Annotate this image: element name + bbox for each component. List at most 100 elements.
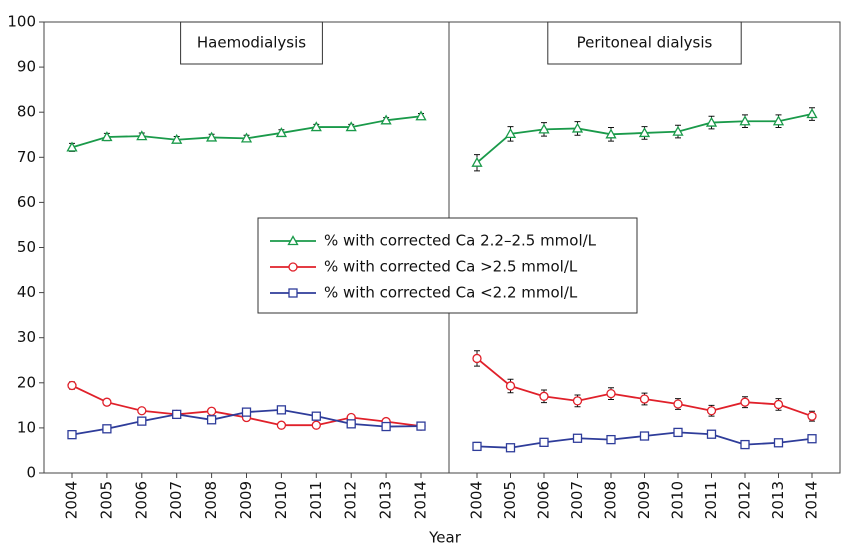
- marker: [472, 353, 482, 364]
- marker: [673, 399, 683, 409]
- y-tick-label: 10: [17, 418, 36, 436]
- marker: [101, 131, 113, 142]
- marker: [346, 419, 356, 429]
- x-tick-label: 2014: [412, 481, 430, 519]
- x-tick-label: 2012: [736, 481, 754, 519]
- x-tick-label: 2007: [167, 481, 185, 519]
- marker: [505, 381, 516, 391]
- marker: [639, 394, 650, 404]
- marker: [605, 128, 617, 139]
- marker: [287, 235, 299, 246]
- marker: [807, 434, 817, 444]
- marker: [345, 121, 357, 132]
- marker: [172, 409, 182, 420]
- marker: [538, 123, 550, 134]
- marker: [572, 433, 583, 443]
- marker: [137, 406, 147, 416]
- marker: [572, 396, 583, 406]
- x-tick-label: 2006: [132, 481, 150, 519]
- panel-title-box: [547, 21, 742, 65]
- x-tick-label: 2005: [97, 481, 115, 519]
- panel-title: Peritoneal dialysis: [577, 34, 713, 52]
- x-tick-label: 2006: [535, 481, 553, 519]
- y-tick-label: 20: [17, 373, 36, 391]
- marker: [206, 415, 217, 425]
- marker: [276, 405, 287, 415]
- marker: [276, 420, 287, 430]
- y-tick-label: 50: [17, 238, 36, 256]
- y-tick-label: 40: [17, 283, 36, 301]
- marker: [275, 127, 288, 138]
- marker: [310, 121, 322, 132]
- y-tick-label: 60: [17, 193, 36, 211]
- marker: [380, 114, 392, 125]
- marker: [102, 397, 112, 407]
- x-tick-label: 2009: [635, 481, 653, 519]
- marker: [773, 399, 784, 410]
- marker: [504, 128, 517, 138]
- marker: [672, 125, 684, 136]
- x-tick-label: 2011: [307, 481, 325, 519]
- x-tick-label: 2014: [803, 481, 821, 519]
- y-tick-label: 80: [17, 103, 36, 121]
- x-tick-label: 2005: [501, 481, 519, 519]
- marker: [67, 380, 77, 391]
- marker: [606, 388, 616, 399]
- marker: [706, 406, 717, 416]
- legend-label: % with corrected Ca 2.2–2.5 mmol/L: [324, 232, 597, 250]
- marker: [311, 420, 321, 430]
- legend-box: [257, 217, 638, 314]
- marker: [206, 406, 217, 416]
- marker: [740, 439, 750, 450]
- legend-label: % with corrected Ca <2.2 mmol/L: [324, 284, 578, 302]
- marker: [740, 397, 750, 407]
- marker: [136, 130, 148, 141]
- x-tick-label: 2008: [602, 481, 620, 519]
- marker: [416, 421, 426, 431]
- y-tick-label: 70: [17, 148, 36, 166]
- marker: [381, 421, 391, 432]
- x-tick-label: 2011: [702, 481, 720, 519]
- marker: [67, 430, 77, 440]
- y-tick-label: 0: [26, 464, 36, 482]
- x-tick-label: 2004: [468, 481, 486, 519]
- marker: [205, 131, 218, 142]
- series-line: [476, 357, 813, 418]
- marker: [639, 431, 650, 441]
- marker: [415, 110, 427, 121]
- marker: [539, 391, 549, 401]
- marker: [241, 407, 252, 417]
- marker: [288, 288, 298, 298]
- marker: [606, 434, 616, 445]
- y-tick-label: 30: [17, 328, 36, 346]
- y-tick-label: 90: [17, 58, 36, 76]
- x-tick-label: 2007: [568, 481, 586, 519]
- marker: [806, 108, 818, 119]
- marker: [706, 429, 717, 439]
- panel-title: Haemodialysis: [197, 34, 306, 52]
- marker: [171, 133, 183, 144]
- marker: [311, 411, 321, 421]
- marker: [571, 122, 584, 133]
- marker: [773, 438, 784, 448]
- marker: [638, 127, 651, 138]
- x-tick-label: 2010: [272, 481, 290, 519]
- x-tick-label: 2013: [377, 481, 395, 519]
- x-tick-label: 2009: [237, 481, 255, 519]
- marker: [288, 262, 298, 272]
- marker: [471, 156, 483, 167]
- marker: [66, 141, 78, 152]
- marker: [539, 437, 549, 447]
- x-tick-label: 2008: [202, 481, 220, 519]
- legend-label: % with corrected Ca >2.5 mmol/L: [324, 258, 578, 276]
- marker: [137, 416, 147, 426]
- marker: [102, 424, 112, 434]
- x-tick-label: 2004: [63, 481, 81, 519]
- x-tick-label: 2012: [342, 481, 360, 519]
- marker: [807, 411, 817, 421]
- x-tick-label: 2013: [769, 481, 787, 519]
- marker: [505, 443, 516, 453]
- marker: [739, 115, 751, 126]
